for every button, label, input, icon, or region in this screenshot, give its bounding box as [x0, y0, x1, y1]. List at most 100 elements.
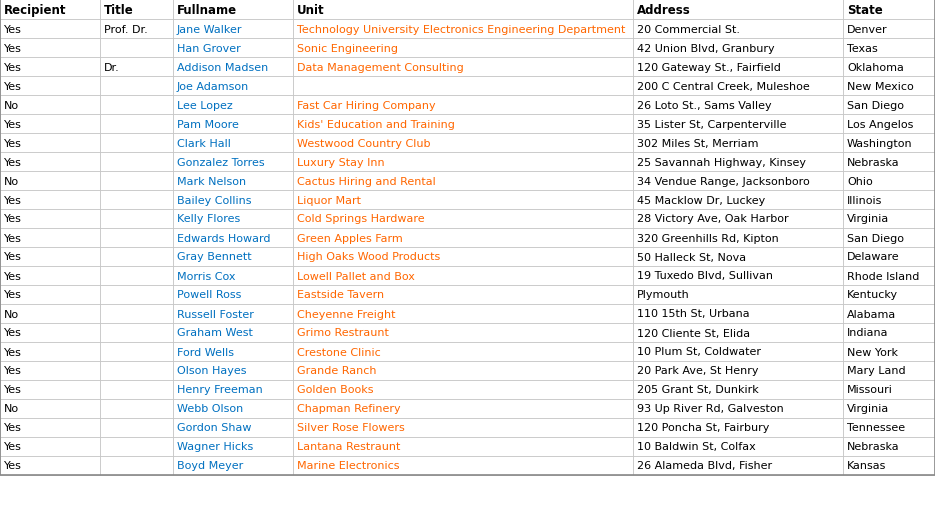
Bar	[633, 437, 843, 456]
Bar	[843, 39, 935, 58]
Text: Graham West: Graham West	[177, 328, 252, 338]
Text: Silver Rose Flowers: Silver Rose Flowers	[297, 423, 405, 433]
Text: Recipient: Recipient	[4, 4, 66, 17]
Text: Fullname: Fullname	[177, 4, 237, 17]
Text: Virginia: Virginia	[847, 403, 889, 414]
Bar	[173, 342, 293, 361]
Bar	[633, 190, 843, 210]
Text: Yes: Yes	[4, 290, 22, 300]
Bar	[843, 20, 935, 39]
Bar	[293, 134, 633, 153]
Bar	[293, 0, 633, 20]
Bar	[0, 39, 100, 58]
Text: Yes: Yes	[4, 271, 22, 281]
Bar	[293, 96, 633, 115]
Bar	[633, 323, 843, 342]
Text: Yes: Yes	[4, 366, 22, 376]
Text: Kids' Education and Training: Kids' Education and Training	[297, 119, 454, 129]
Bar	[293, 456, 633, 475]
Text: Kelly Flores: Kelly Flores	[177, 214, 240, 224]
Text: 25 Savannah Highway, Kinsey: 25 Savannah Highway, Kinsey	[637, 157, 806, 167]
Bar	[633, 115, 843, 134]
Bar	[0, 305, 100, 323]
Bar	[293, 115, 633, 134]
Bar	[843, 153, 935, 172]
Text: Yes: Yes	[4, 81, 22, 91]
Bar	[293, 77, 633, 96]
Bar	[633, 39, 843, 58]
Text: Ford Wells: Ford Wells	[177, 347, 234, 357]
Text: Yes: Yes	[4, 138, 22, 148]
Text: 35 Lister St, Carpenterville: 35 Lister St, Carpenterville	[637, 119, 786, 129]
Text: Yes: Yes	[4, 442, 22, 451]
Text: Nebraska: Nebraska	[847, 442, 899, 451]
Text: 93 Up River Rd, Galveston: 93 Up River Rd, Galveston	[637, 403, 784, 414]
Bar	[843, 229, 935, 247]
Bar	[173, 190, 293, 210]
Text: Cheyenne Freight: Cheyenne Freight	[297, 309, 396, 319]
Text: Unit: Unit	[297, 4, 324, 17]
Bar	[173, 229, 293, 247]
Text: 20 Commercial St.: 20 Commercial St.	[637, 24, 740, 34]
Text: Yes: Yes	[4, 423, 22, 433]
Bar	[0, 77, 100, 96]
Text: Joe Adamson: Joe Adamson	[177, 81, 250, 91]
Bar	[633, 267, 843, 285]
Text: Yes: Yes	[4, 385, 22, 395]
Text: Yes: Yes	[4, 233, 22, 243]
Bar	[173, 285, 293, 305]
Bar	[843, 96, 935, 115]
Bar	[173, 39, 293, 58]
Bar	[100, 323, 173, 342]
Bar	[173, 0, 293, 20]
Text: Illinois: Illinois	[847, 195, 883, 205]
Text: Marine Electronics: Marine Electronics	[297, 461, 399, 471]
Bar	[173, 380, 293, 399]
Text: Yes: Yes	[4, 214, 22, 224]
Bar	[173, 96, 293, 115]
Bar	[173, 361, 293, 380]
Text: No: No	[4, 176, 19, 186]
Text: Clark Hall: Clark Hall	[177, 138, 231, 148]
Text: Gordon Shaw: Gordon Shaw	[177, 423, 252, 433]
Bar	[173, 210, 293, 229]
Bar	[633, 456, 843, 475]
Bar	[0, 437, 100, 456]
Bar	[173, 153, 293, 172]
Bar	[843, 361, 935, 380]
Bar	[633, 361, 843, 380]
Bar	[100, 39, 173, 58]
Bar	[100, 456, 173, 475]
Bar	[173, 134, 293, 153]
Text: 10 Baldwin St, Colfax: 10 Baldwin St, Colfax	[637, 442, 755, 451]
Bar	[173, 267, 293, 285]
Text: 120 Poncha St, Fairbury: 120 Poncha St, Fairbury	[637, 423, 770, 433]
Bar	[173, 247, 293, 267]
Bar	[173, 418, 293, 437]
Bar	[293, 172, 633, 190]
Bar	[293, 361, 633, 380]
Text: No: No	[4, 100, 19, 110]
Text: Webb Olson: Webb Olson	[177, 403, 243, 414]
Bar	[843, 399, 935, 418]
Bar	[843, 267, 935, 285]
Text: Westwood Country Club: Westwood Country Club	[297, 138, 430, 148]
Bar	[0, 190, 100, 210]
Bar	[0, 456, 100, 475]
Text: 19 Tuxedo Blvd, Sullivan: 19 Tuxedo Blvd, Sullivan	[637, 271, 773, 281]
Text: Powell Ross: Powell Ross	[177, 290, 241, 300]
Text: 110 15th St, Urbana: 110 15th St, Urbana	[637, 309, 750, 319]
Bar	[0, 0, 100, 20]
Text: Mark Nelson: Mark Nelson	[177, 176, 246, 186]
Text: Han Grover: Han Grover	[177, 43, 240, 54]
Text: 120 Gateway St., Fairfield: 120 Gateway St., Fairfield	[637, 63, 781, 72]
Bar	[0, 285, 100, 305]
Text: Yes: Yes	[4, 328, 22, 338]
Text: Oklahoma: Oklahoma	[847, 63, 904, 72]
Text: Virginia: Virginia	[847, 214, 889, 224]
Text: Plymouth: Plymouth	[637, 290, 690, 300]
Bar	[633, 0, 843, 20]
Text: Yes: Yes	[4, 347, 22, 357]
Bar	[633, 399, 843, 418]
Bar	[633, 380, 843, 399]
